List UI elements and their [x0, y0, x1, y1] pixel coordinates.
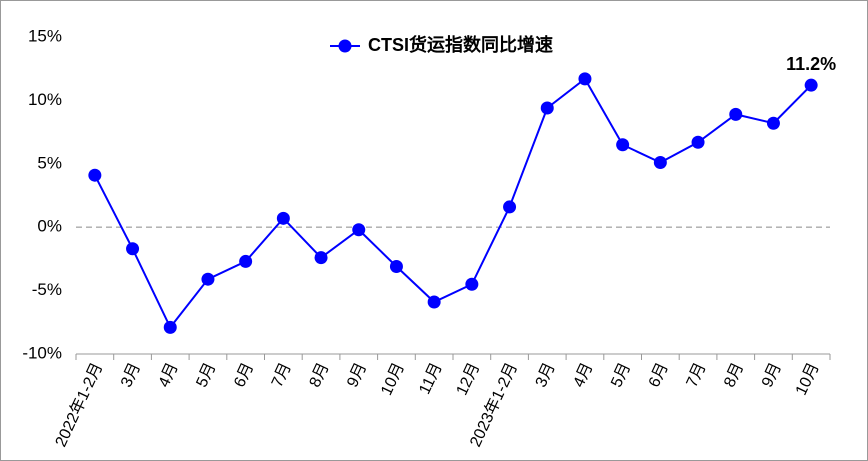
data-point [239, 254, 253, 268]
y-tick-label: 15% [28, 26, 62, 45]
data-point [540, 101, 554, 115]
data-point [503, 200, 517, 214]
data-point [201, 272, 215, 286]
data-point [352, 223, 366, 237]
y-tick-label: -10% [22, 343, 62, 362]
data-point [691, 135, 705, 149]
legend-label: CTSI货运指数同比增速 [368, 34, 553, 55]
y-tick-label: 5% [37, 153, 62, 172]
y-tick-label: 0% [37, 217, 62, 236]
data-point [126, 242, 140, 256]
y-tick-label: -5% [32, 280, 62, 299]
data-point [314, 251, 328, 265]
data-point [465, 277, 479, 291]
data-point [653, 156, 667, 170]
series-line [93, 77, 812, 330]
data-point [88, 168, 102, 182]
data-point [766, 116, 780, 130]
data-point [163, 320, 177, 334]
data-point [427, 295, 441, 309]
data-label: 11.2% [786, 54, 836, 74]
legend-marker [338, 39, 352, 53]
y-tick-label: 10% [28, 90, 62, 109]
data-point [389, 260, 403, 274]
data-point [276, 211, 290, 225]
data-point [804, 78, 818, 92]
data-point [616, 138, 630, 152]
data-point [729, 107, 743, 121]
data-point [578, 72, 592, 86]
